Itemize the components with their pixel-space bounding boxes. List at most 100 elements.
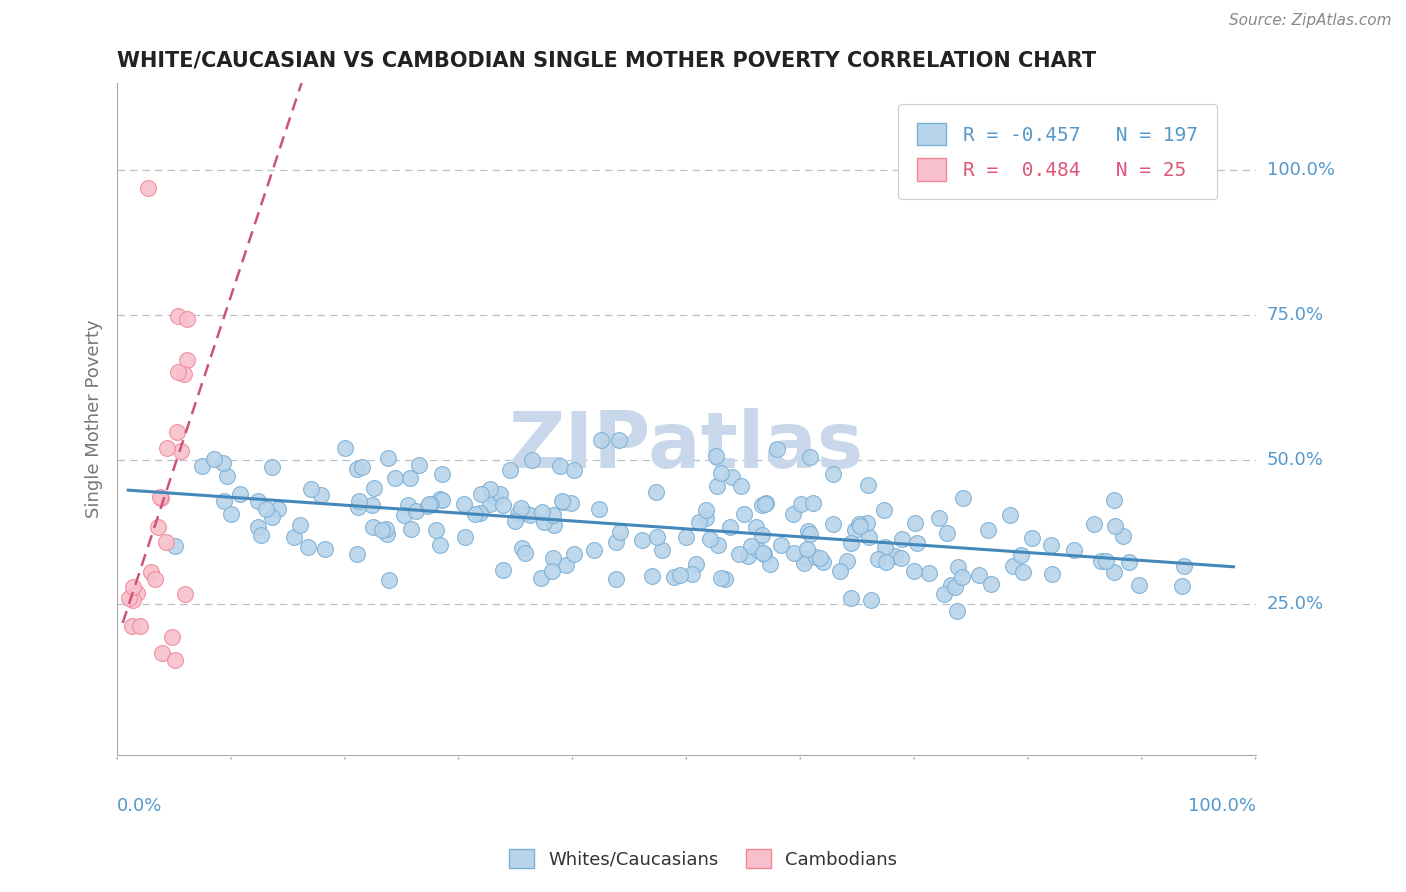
Point [533, 516, 555, 530]
Point [688, 515, 710, 529]
Point [1173, 558, 1195, 573]
Legend: R = -0.457   N = 197, R =  0.484   N = 25: R = -0.457 N = 197, R = 0.484 N = 25 [898, 103, 1216, 199]
Point [706, 479, 728, 493]
Point [733, 507, 755, 521]
Point [360, 499, 382, 513]
Point [710, 571, 733, 585]
Point [935, 525, 957, 540]
Point [905, 536, 928, 550]
Point [950, 569, 973, 583]
Point [430, 467, 453, 482]
Point [839, 591, 862, 605]
Point [176, 353, 198, 368]
Point [149, 490, 172, 504]
Point [928, 511, 950, 525]
Point [543, 518, 565, 533]
Text: Source: ZipAtlas.com: Source: ZipAtlas.com [1229, 13, 1392, 29]
Point [146, 520, 169, 534]
Point [631, 533, 654, 548]
Point [468, 506, 491, 520]
Point [875, 540, 897, 554]
Point [797, 524, 820, 539]
Point [1021, 531, 1043, 545]
Y-axis label: Single Mother Poverty: Single Mother Poverty [86, 320, 103, 518]
Point [396, 499, 419, 513]
Point [419, 497, 441, 511]
Point [399, 522, 422, 536]
Point [903, 564, 925, 578]
Point [821, 516, 844, 531]
Point [946, 559, 969, 574]
Point [551, 494, 574, 508]
Point [384, 471, 406, 485]
Point [740, 539, 762, 553]
Point [408, 458, 430, 472]
Point [249, 528, 271, 542]
Text: WHITE/CAUCASIAN VS CAMBODIAN SINGLE MOTHER POVERTY CORRELATION CHART: WHITE/CAUCASIAN VS CAMBODIAN SINGLE MOTH… [117, 51, 1097, 70]
Point [122, 592, 145, 607]
Point [190, 459, 212, 474]
Point [804, 549, 827, 564]
Point [589, 434, 612, 448]
Point [520, 453, 543, 467]
Point [821, 467, 844, 481]
Point [167, 310, 190, 324]
Point [858, 530, 880, 544]
Point [808, 551, 831, 566]
Point [562, 463, 585, 477]
Point [562, 547, 585, 561]
Point [492, 563, 515, 577]
Text: 25.0%: 25.0% [1267, 595, 1324, 614]
Point [848, 516, 870, 531]
Point [737, 549, 759, 563]
Point [1118, 556, 1140, 570]
Point [699, 532, 721, 546]
Point [651, 542, 673, 557]
Point [492, 499, 515, 513]
Point [405, 504, 427, 518]
Point [1104, 518, 1126, 533]
Point [932, 587, 955, 601]
Point [844, 523, 866, 537]
Point [1095, 554, 1118, 568]
Point [1171, 579, 1194, 593]
Point [1083, 516, 1105, 531]
Point [1012, 565, 1035, 579]
Point [704, 449, 727, 463]
Point [122, 580, 145, 594]
Point [730, 479, 752, 493]
Point [662, 570, 685, 584]
Point [128, 619, 150, 633]
Point [751, 498, 773, 512]
Point [682, 566, 704, 581]
Point [605, 572, 627, 586]
Point [796, 541, 818, 556]
Point [884, 549, 907, 563]
Point [977, 524, 1000, 538]
Point [918, 566, 941, 580]
Point [515, 546, 537, 560]
Point [856, 516, 879, 530]
Point [363, 481, 385, 495]
Point [554, 558, 576, 573]
Point [254, 502, 277, 516]
Point [541, 508, 564, 522]
Point [799, 450, 821, 464]
Point [506, 507, 529, 521]
Point [416, 500, 439, 514]
Point [751, 528, 773, 542]
Point [1001, 559, 1024, 574]
Point [641, 568, 664, 582]
Point [150, 491, 173, 505]
Point [155, 535, 177, 549]
Point [432, 493, 454, 508]
Point [346, 462, 368, 476]
Point [560, 495, 582, 509]
Point [121, 619, 143, 633]
Point [283, 529, 305, 543]
Point [714, 572, 737, 586]
Point [166, 366, 188, 380]
Point [499, 463, 522, 477]
Point [747, 543, 769, 558]
Point [361, 520, 384, 534]
